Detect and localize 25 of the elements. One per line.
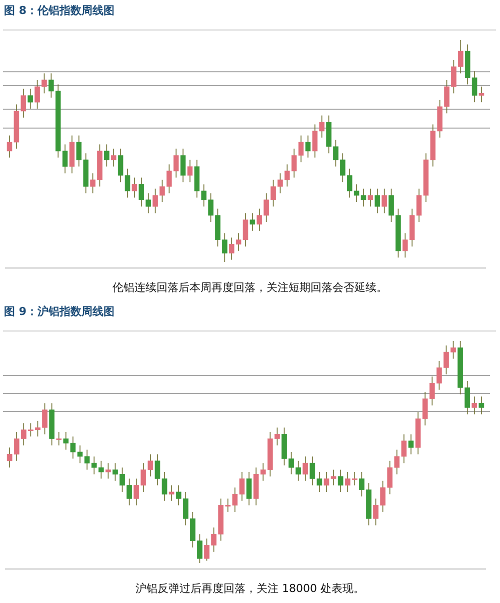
candlestick [368, 188, 374, 207]
candlestick [56, 432, 62, 446]
text: 沪铝反弹过后再度回落，关注 18000 处表现。 [136, 582, 364, 595]
candlestick [374, 188, 380, 214]
candlestick [478, 396, 484, 415]
candlestick [187, 159, 193, 182]
candlestick [408, 434, 414, 455]
chart-title: 图 8：伦铝指数周线图 [4, 4, 114, 17]
candlestick [132, 177, 138, 198]
candlestick [180, 148, 186, 182]
chart-title: 图 9：沪铝指数周线图 [4, 305, 114, 318]
candlestick [338, 469, 344, 492]
candlestick [168, 484, 174, 502]
candlestick [106, 462, 111, 480]
candlestick [472, 396, 478, 415]
candlestick [250, 212, 256, 232]
candlestick [28, 88, 33, 110]
candlestick [478, 86, 484, 103]
candlestick [302, 456, 308, 482]
candlestick [110, 148, 116, 167]
candlestick [305, 135, 311, 158]
text: 伦铝连续回落后本周再度回落，关注短期回落会否延续。 [112, 281, 388, 294]
candlestick [246, 472, 252, 506]
candlestick [382, 188, 387, 214]
candlestick [104, 144, 110, 167]
